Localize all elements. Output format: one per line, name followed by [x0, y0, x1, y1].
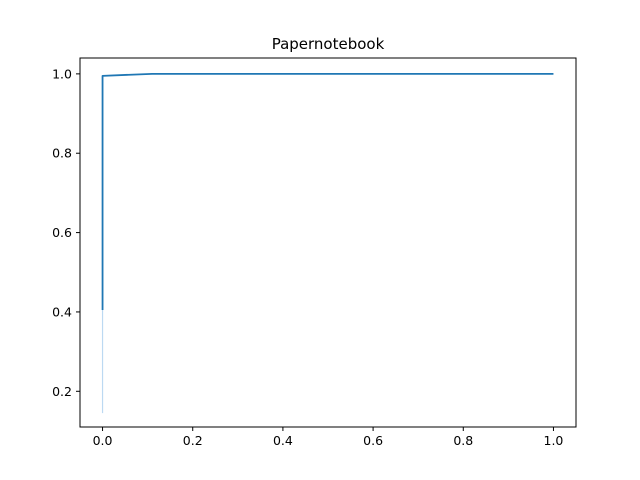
x-tick-label: 0.4: [273, 433, 293, 448]
plot-area: [101, 72, 554, 414]
x-tick-label: 0.0: [93, 433, 113, 448]
series-line-0: [101, 72, 554, 310]
x-tick-label: 0.2: [183, 433, 203, 448]
y-tick-label: 0.2: [52, 384, 72, 399]
x-axis-ticks: 0.0 0.2 0.4 0.6 0.8 1.0: [93, 427, 564, 448]
x-tick-label: 0.6: [363, 433, 383, 448]
y-tick-label: 0.6: [52, 225, 72, 240]
x-tick-label: 1.0: [544, 433, 564, 448]
y-tick-label: 1.0: [52, 66, 72, 81]
y-axis-ticks: 0.2 0.4 0.6 0.8 1.0: [52, 66, 80, 399]
chart-title: Papernotebook: [272, 35, 385, 53]
y-tick-label: 0.8: [52, 146, 72, 161]
axes-frame: [79, 57, 577, 428]
y-tick-label: 0.4: [52, 304, 72, 319]
x-tick-label: 0.8: [453, 433, 473, 448]
